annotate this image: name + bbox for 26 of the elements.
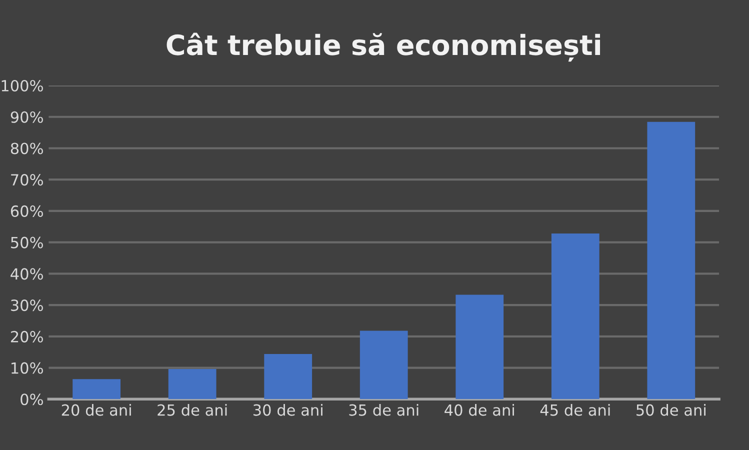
y-tick-label: 40% bbox=[10, 268, 43, 280]
bar bbox=[168, 369, 216, 400]
y-tick-label: 20% bbox=[10, 330, 43, 342]
x-tick-label: 25 de ani bbox=[158, 404, 227, 416]
y-tick-label: 0% bbox=[20, 394, 43, 406]
y-tick-label: 100% bbox=[2, 80, 43, 92]
y-tick-label: 30% bbox=[11, 300, 43, 312]
bar bbox=[456, 294, 504, 400]
y-tick-label: 60% bbox=[10, 205, 43, 217]
y-tick-label: 70% bbox=[11, 174, 43, 186]
x-tick-label: 45 de ani bbox=[540, 404, 610, 416]
bar bbox=[360, 330, 408, 400]
chart-title: Cât trebuie să economisești bbox=[166, 32, 600, 62]
bar bbox=[264, 354, 312, 400]
y-tick-label: 90% bbox=[10, 111, 43, 123]
x-tick-label: 35 de ani bbox=[349, 404, 418, 416]
bar bbox=[551, 234, 600, 400]
x-tick-label: 20 de ani bbox=[62, 404, 131, 416]
y-tick-label: 80% bbox=[10, 142, 43, 154]
y-tick-label: 50% bbox=[11, 236, 43, 248]
x-tick-label: 40 de ani bbox=[444, 404, 514, 416]
bar bbox=[72, 379, 121, 400]
x-tick-label: 30 de ani bbox=[253, 404, 322, 416]
x-tick-label: 50 de ani bbox=[636, 404, 706, 416]
bar bbox=[647, 122, 696, 400]
y-tick-label: 10% bbox=[12, 362, 43, 374]
